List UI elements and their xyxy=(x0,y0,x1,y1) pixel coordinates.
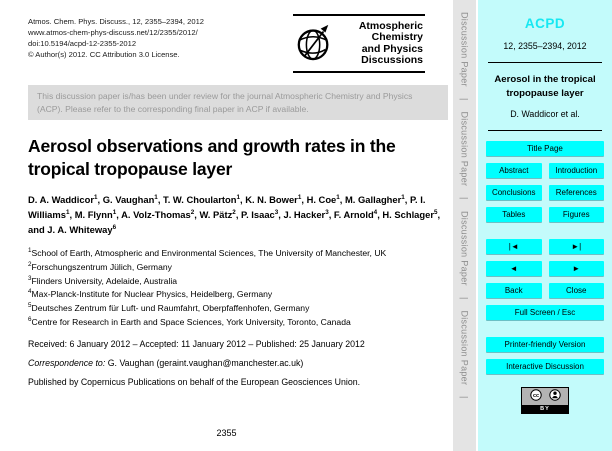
spine-label-discussion-paper: Discussion Paper xyxy=(459,12,470,87)
author: A. Volz-Thomas2 xyxy=(121,208,195,220)
correspondence-label: Correspondence to: xyxy=(28,357,106,368)
author: F. Arnold4 xyxy=(333,208,378,220)
button-row: Tables Figures xyxy=(486,207,604,222)
author: H. Schlager5 xyxy=(382,208,438,220)
egu-globe-icon xyxy=(295,20,333,67)
correspondence-value: G. Vaughan (geraint.vaughan@manchester.a… xyxy=(107,357,304,368)
close-button[interactable]: Close xyxy=(548,283,604,298)
author: K. N. Bower1 xyxy=(245,193,302,205)
button-row: Interactive Discussion xyxy=(486,359,604,374)
author: T. W. Choularton1 xyxy=(163,193,240,205)
citation-line: Atmos. Chem. Phys. Discuss., 12, 2355–23… xyxy=(28,17,205,26)
journal-name: Atmospheric Chemistry and Physics Discus… xyxy=(337,19,423,67)
button-row: Abstract Introduction xyxy=(486,163,604,178)
author: M. Gallagher1 xyxy=(345,193,405,205)
author-list: D. A. Waddicor1, G. Vaughan1, T. W. Chou… xyxy=(28,193,441,235)
citation-block: Atmos. Chem. Phys. Discuss., 12, 2355–23… xyxy=(28,16,204,60)
affiliation: 3Flinders University, Adelaide, Australi… xyxy=(28,274,178,286)
nav-prev-button[interactable]: ◄ xyxy=(486,261,542,276)
references-button[interactable]: References xyxy=(548,185,604,200)
paper-title: Aerosol observations and growth rates in… xyxy=(28,136,396,179)
author: G. Vaughan1 xyxy=(102,193,158,205)
citation-url: www.atmos-chem-phys-discuss.net/12/2355/… xyxy=(28,28,198,37)
citation-doi: doi:10.5194/acpd-12-2355-2012 xyxy=(28,39,137,48)
affiliation: 2Forschungszentrum Jülich, Germany xyxy=(28,260,172,272)
spine-separator: | xyxy=(459,396,470,399)
author: P. I. Williams1 xyxy=(28,194,426,220)
spine-label-discussion-paper: Discussion Paper xyxy=(459,111,470,187)
divider xyxy=(488,130,602,131)
correspondence-line: Correspondence to: G. Vaughan (geraint.v… xyxy=(28,358,425,368)
person-icon xyxy=(548,388,561,406)
spine-label-discussion-paper: Discussion Paper xyxy=(459,310,470,386)
back-button[interactable]: Back xyxy=(486,283,542,298)
conclusions-button[interactable]: Conclusions xyxy=(486,185,542,200)
abstract-button[interactable]: Abstract xyxy=(486,163,542,178)
introduction-button[interactable]: Introduction xyxy=(548,163,604,178)
figures-button[interactable]: Figures xyxy=(548,207,604,222)
interactive-discussion-button[interactable]: Interactive Discussion xyxy=(486,359,604,374)
journal-name-line: and Physics xyxy=(361,42,423,55)
navigation-buttons: Title Page Abstract Introduction Conclusion… xyxy=(486,141,604,374)
spine-label-discussion-paper: Discussion Paper xyxy=(459,210,470,286)
spine-separator: | xyxy=(459,97,470,101)
affiliation-list: 1School of Earth, Atmospheric and Enviro… xyxy=(28,247,425,330)
journal-name-line: Discussions xyxy=(361,54,423,66)
author: M. Flynn1 xyxy=(74,208,117,220)
affiliation: 4Max-Planck-Institute for Nuclear Physic… xyxy=(28,288,273,300)
author: W. Pätz2 xyxy=(199,208,236,220)
button-row: Printer-friendly Version xyxy=(486,337,604,352)
button-row: Back Close xyxy=(486,283,604,298)
citation-license: © Author(s) 2012. CC Attribution 3.0 Lic… xyxy=(28,50,180,59)
cc-by-license-badge[interactable]: cc BY xyxy=(521,387,569,414)
cc-badge-icons: cc xyxy=(522,388,568,405)
pdf-navigation-sidebar: ACPD 12, 2355–2394, 2012 Aerosol in the … xyxy=(478,0,612,451)
printer-version-button[interactable]: Printer-friendly Version xyxy=(486,337,604,352)
spine-text: Discussion Paper | Discussion Paper | Discus… xyxy=(460,0,470,451)
nav-last-button[interactable]: ►| xyxy=(548,239,604,254)
author: J. A. Whiteway6 xyxy=(47,223,117,235)
page-number: 2355 xyxy=(216,428,237,438)
button-row: ◄ ► xyxy=(486,261,604,276)
affiliation: 1School of Earth, Atmospheric and Enviro… xyxy=(28,247,387,258)
button-row: Full Screen / Esc xyxy=(486,305,604,320)
title-page-button[interactable]: Title Page xyxy=(486,141,604,156)
publisher-line: Published by Copernicus Publications on … xyxy=(28,376,361,387)
author: D. A. Waddicor1 xyxy=(28,193,98,205)
author: H. Coe1 xyxy=(306,193,340,205)
author: P. Isaac3 xyxy=(241,208,279,220)
sidebar-citation: 12, 2355–2394, 2012 xyxy=(503,41,587,51)
cc-license-type: BY xyxy=(522,405,568,413)
dates-line: Received: 6 January 2012 – Accepted: 11 … xyxy=(28,338,365,349)
button-row: Conclusions References xyxy=(486,185,604,200)
discussion-paper-spine: Discussion Paper | Discussion Paper | Discus… xyxy=(453,0,476,451)
svg-text:cc: cc xyxy=(533,393,539,399)
spine-separator: | xyxy=(459,197,470,200)
tables-button[interactable]: Tables xyxy=(486,207,542,222)
journal-name-line: Atmospheric xyxy=(358,19,423,32)
paper-page: Atmos. Chem. Phys. Discuss., 12, 2355–23… xyxy=(28,14,448,438)
journal-abbreviation: ACPD xyxy=(524,16,566,31)
journal-logo-block: Atmospheric Chemistry and Physics Discus… xyxy=(293,14,425,73)
review-status-banner: This discussion paper is/has been under … xyxy=(28,85,448,120)
author: J. Hacker3 xyxy=(283,208,329,220)
button-row: Title Page xyxy=(486,141,604,156)
button-row: |◄ ►| xyxy=(486,239,604,254)
affiliation: 5Deutsches Zentrum für Luft- und Raumfah… xyxy=(28,302,310,314)
nav-first-button[interactable]: |◄ xyxy=(486,239,542,254)
affiliation: 6Centre for Research in Earth and Space … xyxy=(28,316,351,327)
running-authors: D. Waddicor et al. xyxy=(510,109,580,119)
fullscreen-button[interactable]: Full Screen / Esc xyxy=(486,305,604,320)
journal-name-line: Chemistry xyxy=(371,31,423,43)
running-title: Aerosol in the tropical tropopause layer xyxy=(494,74,596,99)
spine-separator: | xyxy=(459,296,470,300)
divider xyxy=(488,62,602,63)
nav-next-button[interactable]: ► xyxy=(548,261,604,276)
page-header: Atmos. Chem. Phys. Discuss., 12, 2355–23… xyxy=(28,14,425,73)
cc-icon: cc xyxy=(529,388,542,406)
